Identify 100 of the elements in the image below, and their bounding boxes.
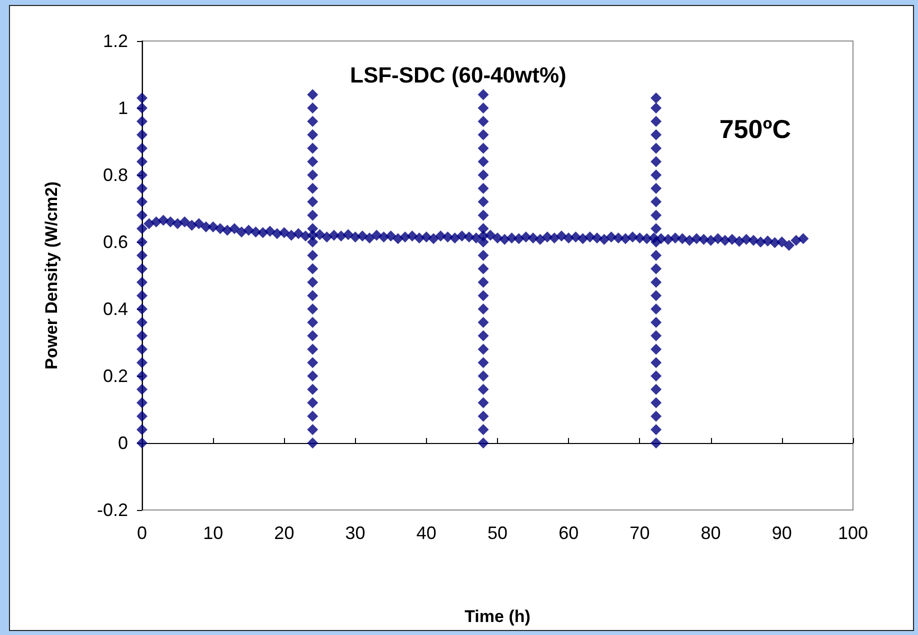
point (650, 142, 662, 154)
point (307, 156, 318, 168)
point (650, 304, 662, 314)
y-tick-label: 0 (118, 433, 128, 453)
x-tick-label: 100 (838, 523, 868, 543)
point (307, 142, 318, 154)
y-tick-label: 0.8 (102, 165, 128, 185)
point (650, 410, 662, 422)
point (136, 142, 148, 154)
point (136, 438, 148, 448)
point (136, 156, 148, 168)
point (650, 397, 662, 408)
point (307, 263, 318, 274)
point (650, 223, 662, 234)
point (307, 397, 318, 408)
point (478, 290, 489, 302)
point (136, 330, 148, 342)
point (307, 357, 318, 368)
point (136, 250, 148, 261)
point (650, 170, 662, 180)
point (136, 129, 148, 140)
x-tick-label: 20 (274, 523, 294, 543)
point (307, 196, 318, 208)
point (478, 397, 489, 408)
y-axis-title: Power Density (W/cm2) (42, 182, 61, 370)
point (478, 156, 489, 168)
point (478, 370, 489, 382)
point (650, 250, 662, 261)
y-tick-label: 0.2 (102, 366, 128, 386)
point (650, 276, 662, 288)
point (307, 304, 318, 314)
point (650, 210, 662, 221)
point (136, 196, 148, 208)
point (307, 330, 318, 342)
x-tick-label: 60 (558, 523, 579, 543)
point (650, 344, 662, 355)
y-tick-label: -0.2 (96, 500, 128, 520)
point (478, 357, 489, 368)
point (650, 196, 662, 208)
point (136, 116, 148, 127)
point (136, 410, 148, 422)
point (650, 316, 662, 328)
x-axis-title: Time (h) (464, 607, 530, 626)
point (307, 370, 318, 382)
point (478, 276, 489, 288)
point (307, 344, 318, 355)
point (478, 196, 489, 208)
x-tick-label: 90 (772, 523, 792, 543)
point (307, 182, 318, 194)
point (136, 92, 148, 104)
point (307, 170, 318, 180)
point (307, 116, 318, 127)
point (136, 170, 148, 180)
point (478, 344, 489, 355)
point (136, 263, 148, 274)
x-tick-label: 0 (136, 523, 148, 543)
point (478, 170, 489, 180)
point (650, 424, 662, 436)
point (136, 223, 148, 234)
point (307, 424, 318, 436)
point (478, 424, 489, 436)
y-tick-label: 1 (118, 98, 128, 118)
point (136, 304, 148, 314)
x-tick-label: 80 (700, 523, 721, 543)
point (478, 384, 489, 395)
point (136, 370, 148, 382)
point (307, 410, 318, 422)
point (307, 276, 318, 288)
point (478, 438, 489, 448)
point (650, 102, 662, 114)
text: LSF-SDC (60-40wt%) (350, 62, 566, 88)
point (136, 210, 148, 221)
point (478, 263, 489, 274)
point (307, 210, 318, 221)
x-tick-label: 70 (630, 523, 650, 543)
x-tick-label: 30 (345, 523, 366, 543)
x-tick-label: 10 (203, 523, 224, 543)
point (650, 156, 662, 168)
point (478, 250, 489, 261)
point (478, 410, 489, 422)
point (650, 290, 662, 302)
point (136, 344, 148, 355)
point (136, 384, 148, 395)
point (307, 316, 318, 328)
point (136, 290, 148, 302)
point (478, 89, 489, 100)
point (650, 330, 662, 342)
point (307, 384, 318, 395)
point (650, 357, 662, 368)
point (478, 316, 489, 328)
point (307, 290, 318, 302)
point (650, 263, 662, 274)
point (478, 210, 489, 221)
point (136, 316, 148, 328)
point (478, 129, 489, 140)
point (478, 304, 489, 314)
point (478, 102, 489, 114)
point (650, 182, 662, 194)
point (307, 89, 318, 100)
point (136, 424, 148, 436)
